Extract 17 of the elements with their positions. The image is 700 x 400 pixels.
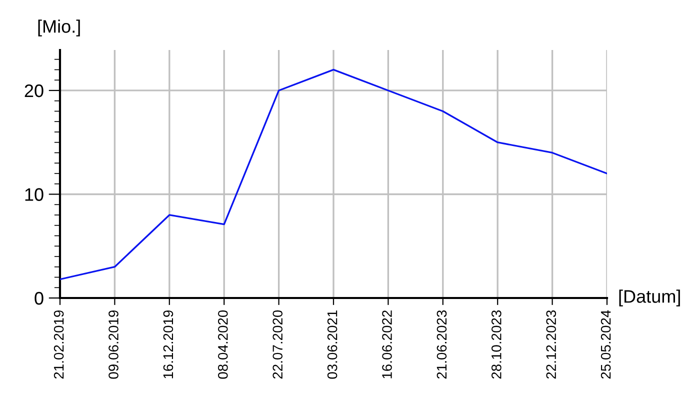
x-tick-label: 08.04.2020: [218, 310, 228, 379]
y-tick-label: 20: [24, 84, 44, 98]
y-axis-title: [Mio.]: [38, 20, 80, 36]
x-tick-label: 28.10.2023: [491, 310, 502, 379]
x-tick-label: 09.06.2019: [108, 310, 118, 379]
x-axis-title: [Datum]: [619, 290, 680, 306]
x-tick-label: 03.06.2021: [327, 310, 338, 379]
y-tick-label: 10: [25, 188, 44, 201]
x-tick-label: 25.05.2024: [600, 310, 611, 379]
x-tick-label: 16.12.2019: [163, 310, 174, 378]
x-tick-label: 21.06.2023: [436, 310, 447, 379]
x-tick-label: 16.06.2022: [382, 310, 392, 378]
x-tick-label: 22.07.2020: [272, 310, 283, 379]
x-tick-label: 22.12.2023: [546, 310, 556, 379]
x-tick-label: 21.02.2019: [54, 310, 64, 379]
line-series: [60, 68, 607, 280]
y-tick-label: 0: [34, 292, 44, 305]
